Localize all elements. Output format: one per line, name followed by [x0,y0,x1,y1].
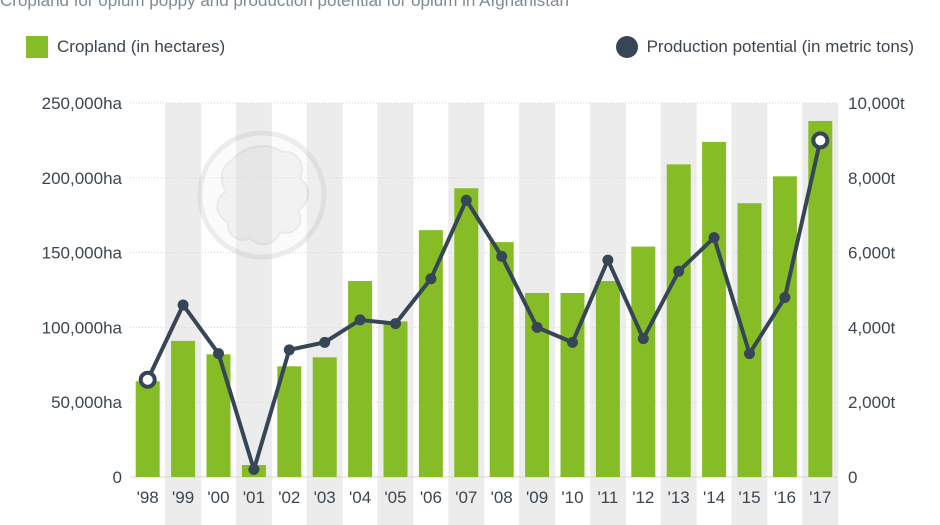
bar-02 [277,366,302,477]
point-17 [811,131,830,150]
line-series [138,131,830,476]
point-05 [390,318,401,330]
bar-09 [525,292,550,477]
bar-03 [312,357,337,477]
y-left-tick-0: 0 [113,468,122,487]
legend-swatch-cropland [26,36,48,58]
bar-05 [383,321,408,477]
y-left-tick-2: 100,000ha [42,318,123,337]
bar-14 [702,141,727,477]
point-04 [354,314,366,326]
x-tick-17: '17 [809,488,831,507]
watermark-ring [197,130,327,260]
band-3 [235,103,272,525]
point-16 [779,291,791,303]
x-tick-09: '09 [526,488,548,507]
point-08 [496,250,508,262]
y-right-tick-2: 4,000t [848,318,896,337]
x-tick-11: '11 [597,488,618,507]
point-99 [177,299,189,311]
y-left-tick-3: 150,000ha [42,244,123,263]
legend: Cropland (in hectares) Production potent… [0,36,940,62]
x-tick-03: '03 [314,488,336,507]
bar-13 [666,164,691,477]
point-98 [138,370,157,389]
x-tick-06: '06 [420,488,442,507]
y-axis-right: 0 2,000t 4,000t 6,000t 8,000t 10,000t [848,94,905,487]
legend-label-production: Production potential (in metric tons) [646,37,914,56]
x-tick-02: '02 [278,488,300,507]
bar-04 [348,281,373,477]
y-right-tick-3: 6,000t [848,244,896,263]
legend-label-cropland: Cropland (in hectares) [57,37,226,56]
y-left-tick-1: 50,000ha [51,393,122,412]
point-13 [673,265,685,277]
bar-16 [772,176,797,477]
point-03 [319,336,331,348]
bar-00 [206,354,231,477]
point-11 [602,254,614,266]
bar-11 [595,281,620,477]
x-tick-00: '00 [207,488,229,507]
bar-99 [171,340,196,477]
bar-08 [489,242,514,477]
x-tick-04: '04 [349,488,371,507]
watermark-map-shape [216,145,309,246]
x-tick-15: '15 [738,488,760,507]
x-tick-98: '98 [137,488,159,507]
y-left-tick-5: 250,000ha [42,94,123,113]
point-12 [637,333,649,345]
point-09 [531,321,543,333]
y-left-tick-4: 200,000ha [42,169,123,188]
y-right-tick-4: 8,000t [848,169,896,188]
legend-swatch-production [615,36,638,58]
x-tick-01: '01 [243,488,265,507]
x-tick-12: '12 [632,488,654,507]
y-axis-left: 0 50,000ha 100,000ha 150,000ha 200,000ha 250,… [42,94,123,487]
production-line [145,139,823,472]
point-02 [283,344,295,356]
x-axis-ticks: '98 '99 '00 '01 '02 '03 '04 '05 '06 '07 '08 '09 '10 '… [137,488,832,507]
point-00 [213,348,224,360]
point-01 [248,464,260,476]
bar-06 [418,230,443,477]
x-tick-08: '08 [491,488,513,507]
watermark-logo [197,130,327,260]
x-tick-14: '14 [703,488,725,507]
y-right-tick-5: 10,000t [848,94,905,113]
legend-item-cropland: Cropland (in hectares) [26,36,225,58]
bar-12 [631,246,656,477]
chart-title: Cropland for opium poppy and production … [0,0,569,10]
legend-item-production: Production potential (in metric tons) [615,36,914,58]
point-06 [425,273,437,285]
point-07 [460,194,472,206]
x-tick-99: '99 [172,488,194,507]
x-tick-10: '10 [561,488,583,507]
point-10 [567,336,578,348]
bar-series [135,120,833,478]
x-tick-07: '07 [455,488,477,507]
bar-98 [135,381,160,477]
point-14 [708,232,720,244]
x-tick-13: '13 [668,488,690,507]
x-tick-16: '16 [774,488,796,507]
y-right-tick-1: 2,000t [848,393,896,412]
bar-07 [454,188,479,477]
point-15 [744,348,755,360]
y-right-tick-0: 0 [848,468,857,487]
x-tick-05: '05 [384,488,406,507]
